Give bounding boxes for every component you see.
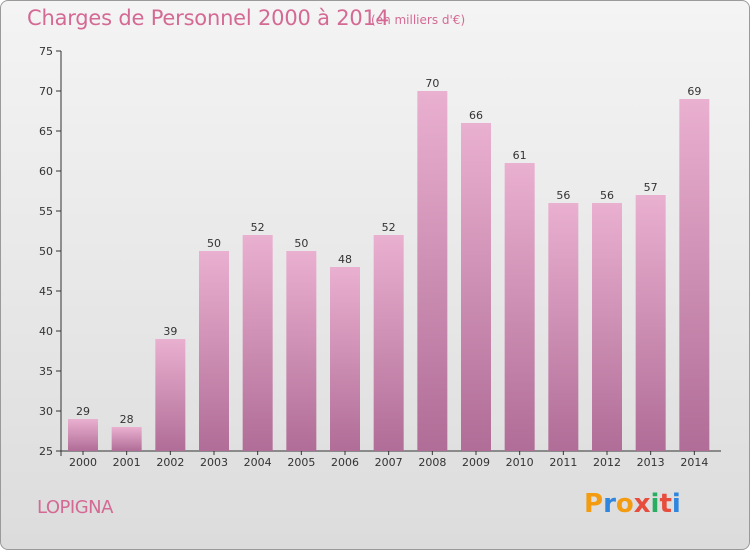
x-tick-label-2010: 2010 [506,456,534,469]
x-tick-label-2012: 2012 [593,456,621,469]
x-tick-label-2004: 2004 [244,456,272,469]
x-tick-label-2011: 2011 [549,456,577,469]
y-tick-label: 60 [39,165,53,178]
value-label-2004: 52 [251,221,265,234]
value-label-2013: 57 [644,181,658,194]
y-tick-label: 55 [39,205,53,218]
x-tick-label-2006: 2006 [331,456,359,469]
logo-letter: r [603,489,616,519]
x-tick-label-2008: 2008 [418,456,446,469]
bar-2012 [592,203,622,451]
bar-2005 [286,251,317,451]
value-label-2001: 28 [120,413,134,426]
axes: 25 30 35 40 45 50 55 60 65 70 75 2000 2001 2002 2003 20… [39,45,721,469]
y-tick-label: 65 [39,125,53,138]
bar-2007 [373,235,404,451]
bars-group [68,91,710,451]
commune-name: LOPIGNA [37,497,113,518]
logo-letter: t [659,489,672,519]
value-label-2012: 56 [600,189,614,202]
y-tick-label: 30 [39,405,53,418]
proxiti-logo[interactable]: Proxiti [584,489,681,519]
value-label-2000: 29 [76,405,90,418]
x-tick-label-2014: 2014 [680,456,708,469]
value-label-2003: 50 [207,237,221,250]
x-tick-label-2002: 2002 [156,456,184,469]
value-label-2006: 48 [338,253,352,266]
logo-letter: o [615,489,634,519]
x-tick-label-2009: 2009 [462,456,490,469]
y-tick-label: 40 [39,325,53,338]
bar-2002 [155,339,186,451]
value-label-2014: 69 [687,85,701,98]
y-tick-label: 25 [39,445,53,458]
y-tick-label: 45 [39,285,53,298]
x-tick-label-2003: 2003 [200,456,228,469]
y-tick-label: 50 [39,245,53,258]
x-tick-label-2013: 2013 [637,456,665,469]
bar-2003 [199,251,229,451]
y-tick-label: 35 [39,365,53,378]
bar-2004 [242,235,273,451]
bar-2014 [679,99,710,451]
bar-2008 [417,91,448,451]
x-tick-label-2001: 2001 [113,456,141,469]
bar-2006 [330,267,360,451]
x-tick-label-2000: 2000 [69,456,97,469]
logo-letter: i [671,489,681,519]
bar-2013 [635,195,666,451]
logo-letter: x [633,489,651,519]
logo-letter: P [584,489,604,519]
bar-2011 [548,203,579,451]
value-labels-group: 29 28 39 50 52 50 48 52 70 66 61 56 56 57 69 [76,77,701,426]
bar-2000 [68,419,98,451]
bar-2009 [461,123,491,451]
value-label-2007: 52 [382,221,396,234]
value-label-2002: 39 [163,325,177,338]
x-tick-label-2005: 2005 [287,456,315,469]
y-tick-label: 75 [39,45,53,58]
value-label-2008: 70 [425,77,439,90]
bar-2010 [504,163,535,451]
value-label-2011: 56 [556,189,570,202]
value-label-2005: 50 [294,237,308,250]
logo-letter: i [650,489,660,519]
value-label-2010: 61 [513,149,527,162]
value-label-2009: 66 [469,109,483,122]
chart-title: Charges de Personnel 2000 à 2014 [27,6,389,30]
chart-subtitle: (en milliers d'€) [371,13,466,27]
y-tick-label: 70 [39,85,53,98]
bar-2001 [111,427,142,451]
x-tick-label-2007: 2007 [375,456,403,469]
